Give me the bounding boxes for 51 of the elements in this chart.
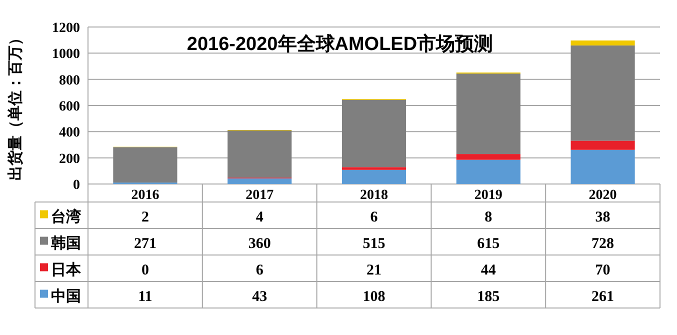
data-label: 728 <box>592 236 614 252</box>
data-label: 261 <box>592 288 614 305</box>
bar <box>570 45 635 141</box>
y-tick-label: 800 <box>59 73 80 88</box>
y-axis-title: 出货量（单位：百万） <box>7 30 24 180</box>
data-label: 6 <box>370 209 378 226</box>
y-tick-label: 1200 <box>52 21 80 36</box>
x-tick-label: 2020 <box>588 188 617 203</box>
bar <box>342 167 406 170</box>
y-tick-label: 1000 <box>52 47 80 62</box>
bar <box>228 130 292 178</box>
data-label: 44 <box>480 262 496 278</box>
bar <box>113 147 178 183</box>
data-label: 185 <box>477 288 500 305</box>
x-tick-label: 2017 <box>246 188 274 203</box>
bar <box>456 160 520 184</box>
bar <box>570 40 635 46</box>
bar <box>342 100 406 168</box>
y-tick-label: 200 <box>59 152 80 167</box>
data-label: 360 <box>248 236 271 252</box>
y-tick-label: 600 <box>59 100 80 114</box>
legend-label: 日本 <box>51 261 82 278</box>
data-label: 43 <box>252 288 268 305</box>
bar <box>342 170 406 184</box>
chart-title: 2016-2020年全球AMOLED市场预测 <box>186 33 494 55</box>
legend-label: 韩国 <box>50 234 81 252</box>
x-tick-label: 2016 <box>131 188 160 203</box>
data-label: 38 <box>595 209 610 226</box>
data-label: 271 <box>134 236 156 252</box>
data-label: 11 <box>138 288 152 305</box>
bar <box>570 150 635 184</box>
bar <box>570 140 635 150</box>
data-label: 4 <box>256 209 264 226</box>
data-label: 6 <box>256 262 264 278</box>
data-label: 70 <box>595 262 610 278</box>
data-label: 515 <box>362 236 386 252</box>
bar <box>228 178 292 184</box>
legend-label: 中国 <box>51 288 81 305</box>
data-label: 21 <box>366 262 382 278</box>
data-label: 8 <box>484 209 492 226</box>
data-label: 0 <box>141 262 149 278</box>
x-tick-label: 2019 <box>474 188 502 203</box>
data-label: 108 <box>362 288 386 305</box>
bar <box>456 74 520 154</box>
bar <box>456 154 520 160</box>
y-tick-label: 400 <box>59 126 80 141</box>
legend-label: 台湾 <box>51 207 81 226</box>
data-label: 2 <box>141 209 149 226</box>
y-tick-label: 0 <box>73 178 80 193</box>
x-tick-label: 2018 <box>360 188 388 203</box>
data-label: 615 <box>477 236 500 252</box>
